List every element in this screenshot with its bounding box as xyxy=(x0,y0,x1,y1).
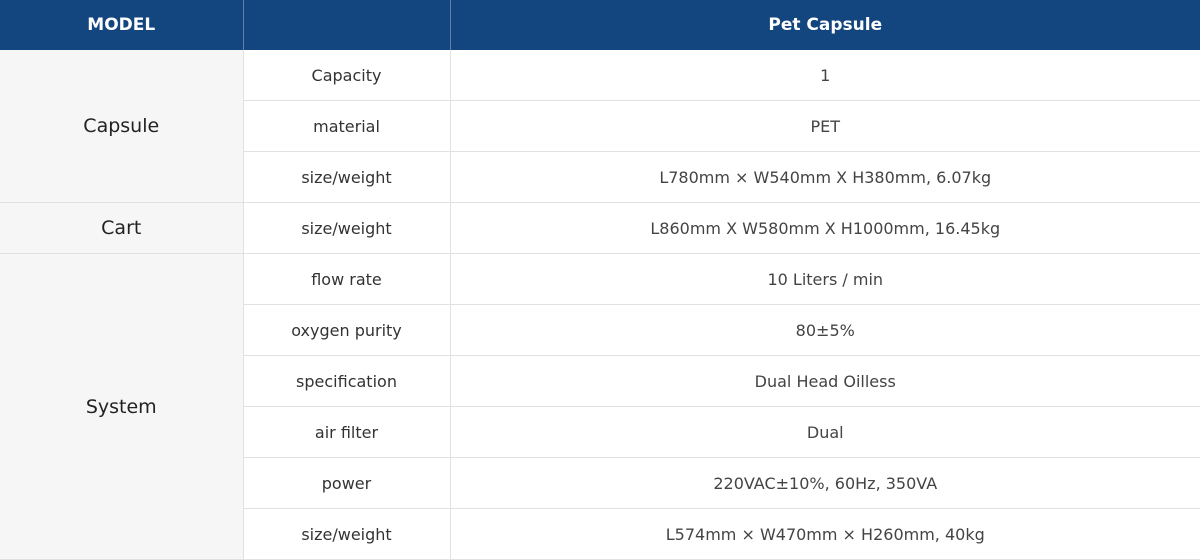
table-row: size/weight L780mm × W540mm X H380mm, 6.… xyxy=(0,151,1200,203)
group-cart: Cart xyxy=(0,202,243,254)
table-row: oxygen purity 80±5% xyxy=(0,304,1200,356)
table-row: System flow rate 10 Liters / min xyxy=(0,253,1200,560)
table-row: power 220VAC±10%, 60Hz, 350VA xyxy=(0,457,1200,509)
row-value: PET xyxy=(449,100,1200,152)
table-row: Capsule Capacity 1 xyxy=(0,50,1200,203)
row-value: 220VAC±10%, 60Hz, 350VA xyxy=(449,457,1200,509)
group-system: System xyxy=(0,253,243,560)
row-label: material xyxy=(242,100,450,152)
row-label: size/weight xyxy=(242,151,450,203)
row-value: 1 xyxy=(449,50,1200,101)
row-label: Capacity xyxy=(242,50,450,101)
row-label: size/weight xyxy=(242,202,450,254)
row-label: flow rate xyxy=(242,253,450,305)
row-value: Dual xyxy=(449,406,1200,458)
header-row: MODEL Pet Capsule xyxy=(0,0,1200,50)
row-label: size/weight xyxy=(242,508,450,560)
row-value: 10 Liters / min xyxy=(449,253,1200,305)
header-product-name: Pet Capsule xyxy=(449,0,1200,50)
row-label: power xyxy=(242,457,450,509)
header-model: MODEL xyxy=(0,0,243,50)
spec-table-header: MODEL Pet Capsule xyxy=(0,0,1200,50)
table-row: Cart size/weight L860mm X W580mm X H1000… xyxy=(0,202,1200,254)
table-row: material PET xyxy=(0,100,1200,152)
row-value: L574mm × W470mm × H260mm, 40kg xyxy=(449,508,1200,560)
row-label: oxygen purity xyxy=(242,304,450,356)
header-attribute xyxy=(242,0,450,50)
row-label: specification xyxy=(242,355,450,407)
spec-table-body: Capsule Capacity 1 material PET size/wei… xyxy=(0,50,1200,560)
row-value: L780mm × W540mm X H380mm, 6.07kg xyxy=(449,151,1200,203)
row-value: Dual Head Oilless xyxy=(449,355,1200,407)
row-label: air filter xyxy=(242,406,450,458)
table-row: air filter Dual xyxy=(0,406,1200,458)
group-capsule: Capsule xyxy=(0,50,243,203)
table-row: specification Dual Head Oilless xyxy=(0,355,1200,407)
row-value: 80±5% xyxy=(449,304,1200,356)
row-value: L860mm X W580mm X H1000mm, 16.45kg xyxy=(449,202,1200,254)
